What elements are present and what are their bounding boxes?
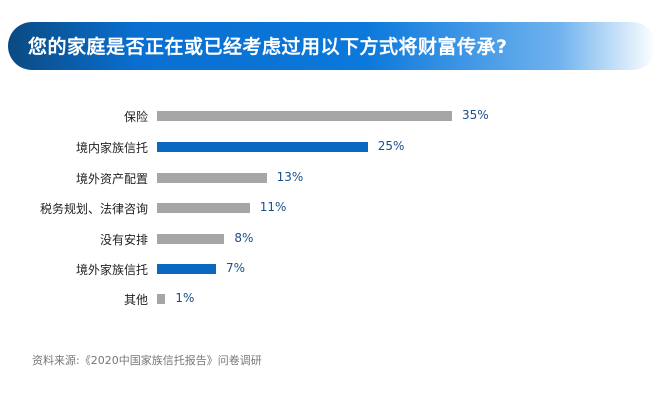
bar — [157, 173, 267, 183]
value-label: 11% — [259, 200, 287, 214]
chart-title: 您的家庭是否正在或已经考虑过用以下方式将财富传承? — [28, 36, 508, 58]
category-label: 境内家族信托 — [75, 141, 148, 155]
bar — [157, 264, 216, 274]
value-label: 1% — [175, 291, 195, 305]
bar-row: 税务规划、法律咨询 11% — [0, 198, 670, 218]
bar-row: 境内家族信托 25% — [0, 137, 670, 157]
value-label: 25% — [377, 139, 405, 153]
bar — [157, 111, 452, 121]
category-label: 其他 — [123, 293, 148, 307]
category-label: 保险 — [123, 110, 148, 124]
bar-row: 境外家族信托 7% — [0, 259, 670, 279]
bar-row: 境外资产配置 13% — [0, 168, 670, 188]
category-label: 境外资产配置 — [75, 172, 148, 186]
category-label: 税务规划、法律咨询 — [39, 202, 148, 216]
bar — [157, 142, 368, 152]
category-label: 没有安排 — [99, 233, 148, 247]
bar-row: 没有安排 8% — [0, 229, 670, 249]
bar-row: 其他 1% — [0, 289, 670, 309]
source-note: 资料来源:《2020中国家族信托报告》问卷调研 — [32, 354, 262, 367]
title-banner — [8, 22, 656, 70]
value-label: 35% — [462, 108, 489, 122]
value-label: 13% — [276, 170, 304, 184]
bar — [157, 203, 250, 213]
value-label: 8% — [234, 231, 254, 245]
bar — [157, 294, 166, 304]
category-label: 境外家族信托 — [75, 263, 148, 277]
bar — [157, 234, 225, 244]
bar-row: 保险 35% — [0, 106, 670, 126]
value-label: 7% — [226, 261, 246, 275]
